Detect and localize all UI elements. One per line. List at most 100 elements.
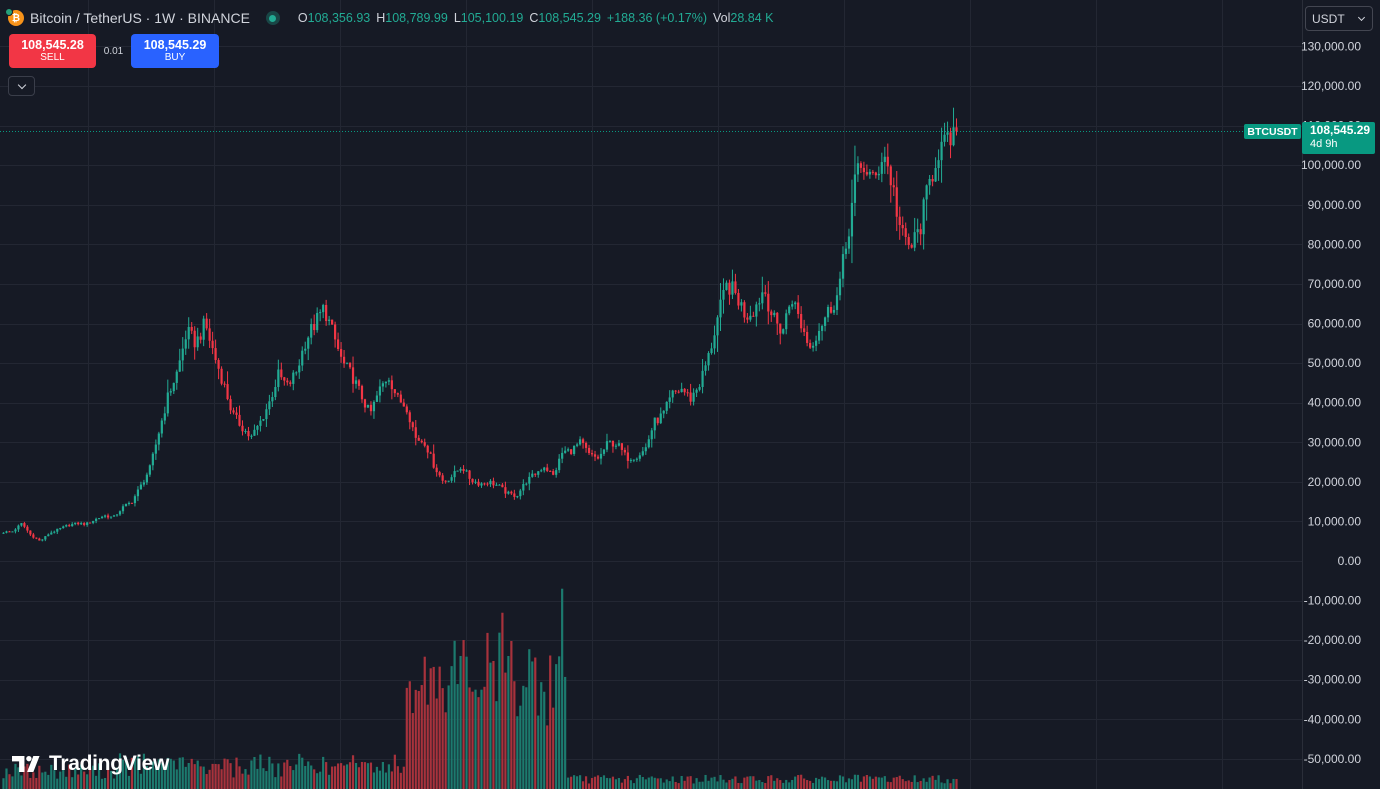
- volume-bar: [683, 780, 686, 789]
- candle-body: [238, 414, 241, 426]
- collapse-legend-button[interactable]: [8, 76, 35, 96]
- candle-body: [414, 427, 417, 438]
- volume-bar: [426, 704, 429, 789]
- volume-bar: [259, 754, 262, 789]
- candle-body: [357, 380, 361, 386]
- volume-bar: [283, 762, 286, 789]
- candle-body: [47, 534, 50, 537]
- volume-bar: [471, 691, 474, 789]
- candle-body: [904, 228, 907, 238]
- volume-bar: [211, 763, 214, 789]
- volume-bar: [617, 778, 621, 789]
- candle-body: [124, 504, 128, 507]
- volume-bar: [334, 766, 337, 789]
- volume-bar: [880, 777, 883, 789]
- volume-bar: [865, 774, 868, 789]
- candle-body: [304, 348, 307, 351]
- currency-select[interactable]: USDT: [1305, 6, 1373, 31]
- volume-bar: [11, 776, 14, 789]
- candle-body: [157, 433, 160, 445]
- candle-body: [809, 342, 812, 348]
- price-axis[interactable]: 130,000.00120,000.00110,000.00100,000.00…: [1301, 39, 1361, 765]
- candle-body: [366, 404, 370, 408]
- candle-body: [659, 413, 662, 424]
- candle-body: [426, 445, 429, 453]
- candle-body: [826, 306, 830, 318]
- candle-body: [106, 515, 110, 518]
- candle-body: [698, 387, 701, 390]
- candle-body: [495, 484, 498, 486]
- tradingview-logo[interactable]: TradingView: [12, 752, 169, 776]
- candle-body: [5, 531, 8, 533]
- y-tick-label: 90,000.00: [1308, 198, 1362, 212]
- volume-bar: [97, 763, 101, 789]
- volume-bar: [596, 775, 600, 789]
- volume-bar: [710, 777, 713, 789]
- spread-value: 0.01: [103, 45, 124, 57]
- candle-body: [587, 447, 591, 454]
- candle-body: [331, 319, 334, 325]
- candle-body: [205, 318, 208, 329]
- candle-body: [387, 380, 390, 382]
- volume-bar: [692, 783, 695, 789]
- candle-body: [121, 506, 125, 512]
- volume-bar: [543, 691, 546, 789]
- volume-bar: [546, 725, 549, 789]
- volume-bar: [148, 767, 151, 789]
- volume-bar: [235, 757, 238, 789]
- candle-body: [307, 337, 310, 349]
- y-tick-label: -10,000.00: [1304, 594, 1362, 608]
- y-tick-label: 100,000.00: [1301, 158, 1361, 172]
- volume-bar: [946, 779, 949, 789]
- candle-body: [127, 502, 131, 505]
- volume-bar: [145, 765, 148, 789]
- candle-body: [399, 394, 402, 403]
- volume-bar: [689, 776, 692, 789]
- candle-body: [301, 350, 304, 366]
- candle-body: [41, 539, 44, 541]
- candle-body: [289, 382, 292, 384]
- volume-bar: [59, 771, 62, 789]
- candle-body: [334, 324, 337, 340]
- buy-button[interactable]: 108,545.29 BUY: [131, 34, 219, 68]
- volume-bar: [883, 776, 886, 789]
- candle-body: [841, 254, 845, 279]
- candle-body: [704, 365, 707, 371]
- volume-bar: [139, 773, 143, 789]
- volume-bar: [949, 783, 952, 789]
- candle-body: [139, 484, 143, 490]
- candle-body: [38, 538, 41, 541]
- symbol-title[interactable]: Bitcoin / TetherUS · 1W · BINANCE: [30, 10, 250, 26]
- volume-bar: [534, 657, 537, 789]
- volume-bar: [835, 781, 839, 789]
- candle-body: [59, 528, 62, 530]
- volume-bar: [130, 757, 134, 789]
- candle-body: [384, 381, 387, 384]
- volume-bar: [605, 777, 609, 789]
- volume-bar: [41, 772, 44, 789]
- buy-label: BUY: [164, 52, 186, 63]
- market-status-icon[interactable]: [265, 11, 280, 25]
- volume-bar: [820, 776, 824, 789]
- volume-bar: [438, 666, 441, 789]
- candle-body: [829, 306, 833, 313]
- candle-body: [319, 312, 322, 314]
- candle-body: [35, 537, 38, 539]
- volume-bar: [417, 690, 420, 789]
- volume-bar: [100, 778, 104, 789]
- volume-bar: [635, 778, 638, 789]
- candle-body: [208, 328, 211, 341]
- sell-button[interactable]: 108,545.28 SELL: [9, 34, 96, 68]
- candle-body: [519, 490, 522, 497]
- volume-bar: [187, 763, 190, 789]
- candle-body: [788, 306, 791, 314]
- candle-body: [901, 225, 904, 229]
- volume-bar: [450, 666, 453, 789]
- candle-body: [133, 496, 137, 504]
- candle-body: [701, 370, 704, 388]
- volume-bar: [659, 778, 662, 789]
- candle-body: [767, 293, 770, 312]
- volume-bar: [345, 764, 349, 789]
- candle-body: [695, 389, 698, 393]
